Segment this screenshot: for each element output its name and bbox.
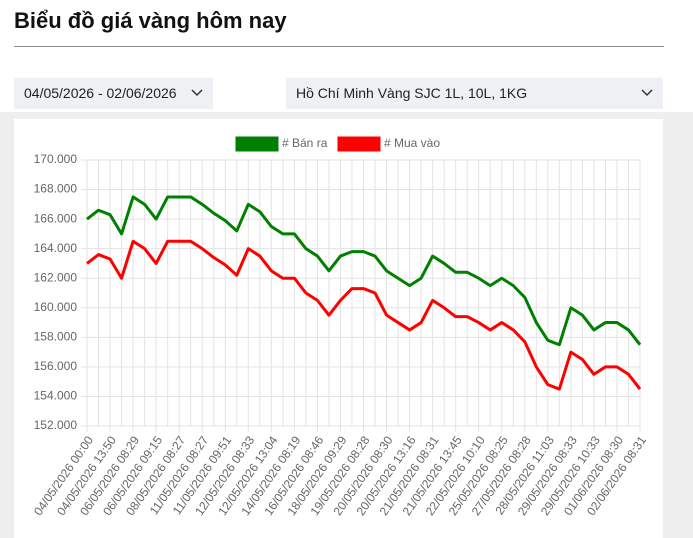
y-tick-label: 154.000 <box>34 389 78 403</box>
legend-swatch <box>337 136 381 152</box>
y-tick-label: 166.000 <box>34 211 78 225</box>
chevron <box>191 89 203 97</box>
y-tick-label: 162.000 <box>34 270 78 284</box>
date-range-text: 04/05/2026 - 02/06/2026 <box>24 85 177 101</box>
y-tick-label: 158.000 <box>34 330 78 344</box>
chevron <box>641 89 653 97</box>
legend-swatch <box>235 136 279 152</box>
line-series <box>86 239 642 391</box>
product-text: Hồ Chí Minh Vàng SJC 1L, 10L, 1KG <box>296 85 528 101</box>
y-tick-label: 160.000 <box>34 300 78 314</box>
page-title: Biểu đồ giá vàng hôm nay <box>14 8 287 33</box>
product-select[interactable]: Hồ Chí Minh Vàng SJC 1L, 10L, 1KG <box>286 78 663 109</box>
y-tick-label: 168.000 <box>34 182 78 196</box>
line-series <box>86 195 642 347</box>
chart: 152.000 154.000 156.000 158.000 160.000 162.0… <box>14 119 663 538</box>
legend-label: # Mua vào <box>384 136 440 150</box>
y-tick-label: 170.000 <box>34 152 78 166</box>
date-range-select[interactable]: 04/05/2026 - 02/06/2026 <box>14 78 213 109</box>
y-tick-label: 164.000 <box>34 241 78 255</box>
legend-label: # Bán ra <box>282 136 328 150</box>
divider <box>14 46 664 47</box>
y-tick-label: 156.000 <box>34 359 78 373</box>
y-tick-label: 152.000 <box>34 418 78 432</box>
